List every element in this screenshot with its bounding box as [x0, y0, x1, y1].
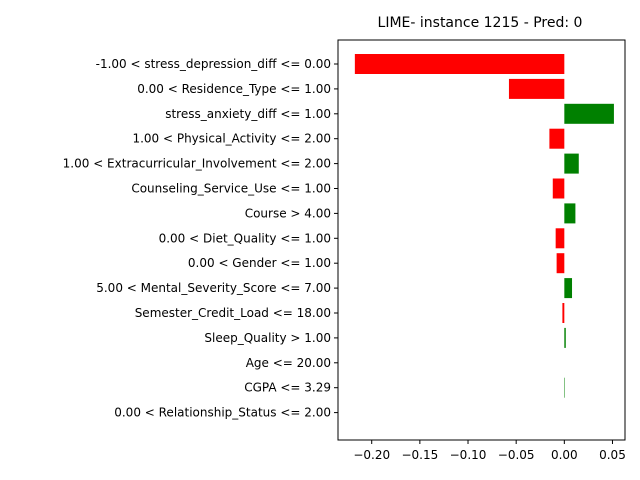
bar [564, 278, 573, 299]
y-tick-label: 0.00 < Gender <= 1.00 [188, 256, 331, 270]
y-tick-label: CGPA <= 3.29 [244, 381, 331, 395]
y-tick-label: 5.00 < Mental_Severity_Score <= 7.00 [96, 281, 331, 295]
x-tick-label: 0.00 [551, 448, 578, 462]
x-tick-label: −0.15 [401, 448, 438, 462]
y-tick-label: 0.00 < Diet_Quality <= 1.00 [159, 231, 331, 245]
y-tick-label: -1.00 < stress_depression_diff <= 0.00 [96, 57, 331, 71]
bar [556, 253, 565, 274]
bar [564, 153, 579, 174]
y-tick-label: Counseling_Service_Use <= 1.00 [131, 182, 331, 196]
y-tick-label: stress_anxiety_diff <= 1.00 [165, 107, 331, 121]
y-tick-label: Course > 4.00 [245, 206, 331, 220]
bar [549, 128, 565, 149]
bar [564, 327, 566, 348]
bar [564, 203, 576, 224]
x-tick-label: −0.10 [450, 448, 487, 462]
y-tick-label: 1.00 < Extracurricular_Involvement <= 2.… [63, 157, 331, 171]
bar [354, 54, 565, 74]
y-tick-label: 0.00 < Relationship_Status <= 2.00 [114, 406, 331, 420]
bar [564, 103, 614, 124]
y-tick-label: Age <= 20.00 [246, 356, 331, 370]
plot-frame [337, 39, 626, 441]
x-tick-label: −0.05 [498, 448, 535, 462]
y-tick-labels: -1.00 < stress_depression_diff <= 0.00 0.… [63, 57, 338, 420]
chart-title: LIME- instance 1215 - Pred: 0 [378, 15, 583, 31]
x-tick-label: 0.05 [599, 448, 626, 462]
y-tick-label: Sleep_Quality > 1.00 [204, 331, 331, 345]
bar [555, 228, 565, 249]
x-ticks: −0.20 −0.15 −0.10 −0.05 0.00 0.05 [353, 440, 626, 462]
y-tick-label: 1.00 < Physical_Activity <= 2.00 [132, 132, 331, 146]
y-tick-label: 0.00 < Residence_Type <= 1.00 [137, 82, 331, 96]
bars-group [354, 54, 614, 398]
bar [552, 178, 565, 199]
x-tick-label: −0.20 [353, 448, 390, 462]
bar [508, 78, 565, 99]
y-tick-label: Semester_Credit_Load <= 18.00 [135, 306, 331, 320]
bar [562, 303, 565, 323]
